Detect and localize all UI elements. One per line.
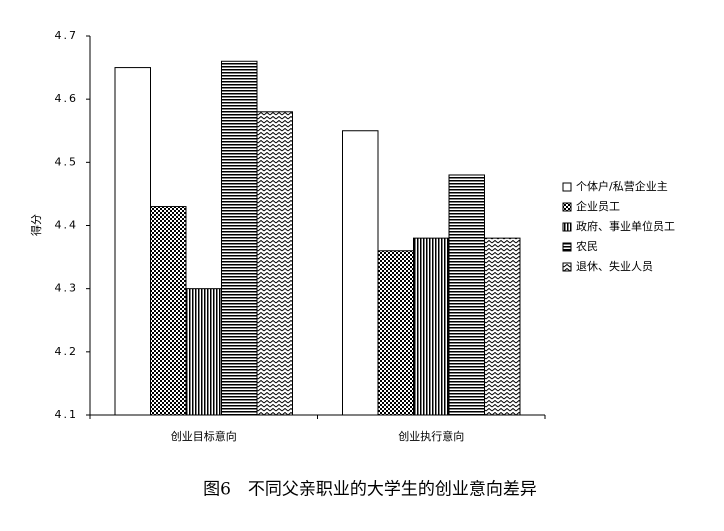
y-axis-label: 得分 xyxy=(30,214,43,236)
legend-swatch xyxy=(562,262,572,272)
caption: 图6 不同父亲职业的大学生的创业意向差异 xyxy=(203,480,537,500)
y-tick-label: 4.1 xyxy=(55,408,79,421)
y-tick-label: 4.7 xyxy=(55,29,79,42)
bar xyxy=(256,111,293,416)
bar xyxy=(221,60,258,416)
legend-label: 农民 xyxy=(576,239,598,253)
legend-label: 政府、事业单位员工 xyxy=(576,219,675,233)
legend-swatch xyxy=(562,202,572,212)
y-tick-label: 4.5 xyxy=(55,155,79,168)
bar xyxy=(185,288,222,416)
x-tick-label: 创业目标意向 xyxy=(171,429,237,443)
bar xyxy=(114,67,151,416)
bar xyxy=(448,174,485,416)
y-tick-label: 4.6 xyxy=(55,92,79,105)
legend-swatch xyxy=(562,242,572,252)
bar xyxy=(484,237,521,416)
bar xyxy=(342,130,379,416)
legend-label: 个体户/私营企业主 xyxy=(576,179,668,193)
legend-swatch xyxy=(562,182,572,192)
bar xyxy=(150,206,187,416)
legend-label: 企业员工 xyxy=(576,199,620,213)
x-tick-label: 创业执行意向 xyxy=(398,429,464,443)
y-tick-label: 4.4 xyxy=(55,219,79,232)
legend-swatch xyxy=(562,222,572,232)
y-tick-label: 4.2 xyxy=(55,345,79,358)
bar xyxy=(413,237,450,416)
y-tick-label: 4.3 xyxy=(55,282,79,295)
legend-label: 退休、失业人员 xyxy=(576,260,653,273)
bar xyxy=(377,250,414,416)
